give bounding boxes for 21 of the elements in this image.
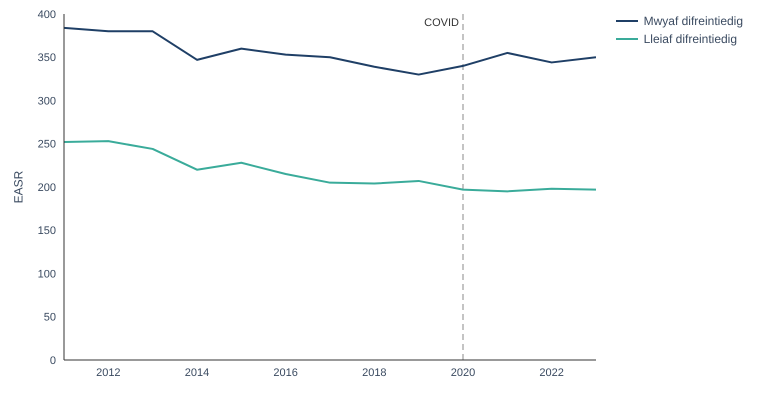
y-tick-label: 200: [38, 182, 56, 194]
y-tick-label: 350: [38, 52, 56, 64]
y-tick-label: 400: [38, 8, 56, 21]
y-tick-label: 300: [38, 95, 56, 108]
y-tick-label: 0: [50, 354, 56, 367]
y-tick-label: 50: [44, 312, 56, 324]
legend-label: Mwyaf difreintiedig: [644, 14, 743, 28]
x-tick-label: 2016: [273, 366, 298, 379]
y-axis-title: EASR: [11, 170, 26, 204]
x-tick-label: 2020: [450, 366, 476, 379]
x-tick-label: 2012: [96, 366, 121, 379]
legend-label: Lleiaf difreintiedig: [644, 32, 738, 46]
x-tick-label: 2018: [362, 366, 387, 379]
line-series: [64, 26, 596, 76]
ref-line-label: COVID: [424, 16, 460, 29]
x-tick-label: 2022: [539, 366, 564, 379]
x-tick-label: 2014: [184, 366, 210, 379]
y-tick-label: 250: [38, 138, 56, 151]
y-tick-label: 150: [38, 225, 56, 238]
y-tick-label: 100: [38, 268, 56, 280]
line-series: [64, 140, 596, 192]
